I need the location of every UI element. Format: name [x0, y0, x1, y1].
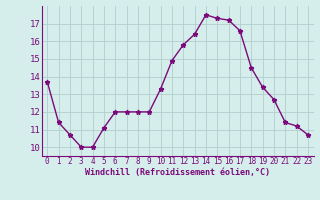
X-axis label: Windchill (Refroidissement éolien,°C): Windchill (Refroidissement éolien,°C)	[85, 168, 270, 177]
